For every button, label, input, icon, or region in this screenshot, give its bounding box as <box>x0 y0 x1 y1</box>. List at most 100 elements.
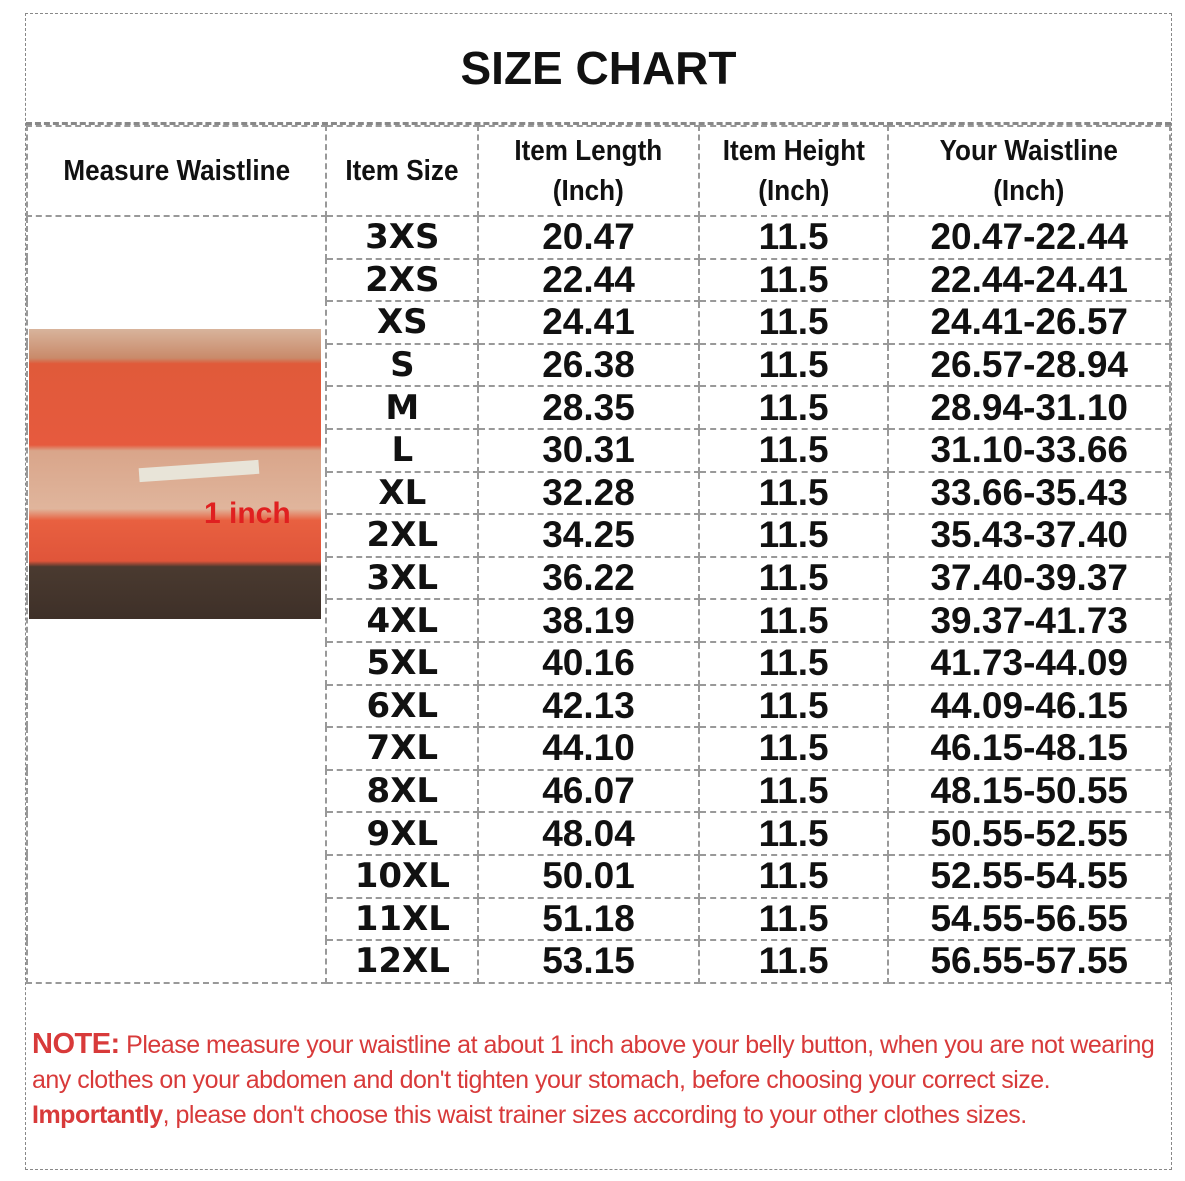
size-row: S 26.38 11.5 26.57-28.94 <box>27 342 1171 388</box>
cell-item-height: 11.5 <box>697 896 890 942</box>
size-row: 3XS 20.47 11.5 20.47-22.44 <box>25 215 1171 984</box>
cell-size: 2XS <box>325 257 480 303</box>
size-row: M 28.35 11.5 28.94-31.10 <box>27 385 1171 430</box>
cell-size: 12XL <box>325 939 480 984</box>
size-row: 10XL 50.01 11.5 52.55-54.55 <box>27 853 1171 899</box>
cell-your-waistline: 20.47-22.44 <box>887 215 1171 260</box>
cell-item-height: 11.5 <box>697 427 890 473</box>
cell-size: 10XL <box>325 853 480 899</box>
cell-item-length: 34.25 <box>477 513 700 558</box>
cell-item-height: 11.5 <box>697 811 890 856</box>
cell-item-length: 51.18 <box>477 896 700 942</box>
cell-size: M <box>325 385 480 430</box>
cell-size: 11XL <box>325 896 480 942</box>
size-row: 12XL 53.15 11.5 56.55-57.55 <box>27 939 1171 984</box>
photo-label: 1 inch <box>204 497 291 530</box>
cell-item-height: 11.5 <box>697 768 890 814</box>
cell-your-waistline: 37.40-39.37 <box>887 555 1171 601</box>
cell-item-height: 11.5 <box>697 853 890 899</box>
cell-item-length: 28.35 <box>477 385 700 430</box>
cell-your-waistline: 56.55-57.55 <box>887 939 1171 984</box>
cell-item-height: 11.5 <box>697 342 890 388</box>
cell-item-height: 11.5 <box>697 598 890 643</box>
cell-item-height: 11.5 <box>697 726 890 771</box>
size-row: 6XL 42.13 11.5 44.09-46.15 <box>27 683 1171 729</box>
note-text-end: , please don't choose this waist trainer… <box>162 1101 1028 1129</box>
cell-size: S <box>325 342 480 388</box>
cell-item-length: 24.41 <box>477 300 700 345</box>
note-bold: Importantly <box>32 1101 163 1129</box>
cell-item-length: 48.04 <box>477 811 700 856</box>
cell-your-waistline: 50.55-52.55 <box>887 811 1171 856</box>
header-measure-waistline: Measure Waistline <box>41 125 313 217</box>
cell-item-length: 42.13 <box>477 683 700 729</box>
cell-item-height: 11.5 <box>697 640 890 686</box>
cell-your-waistline: 41.73-44.09 <box>887 640 1171 686</box>
cell-your-waistline: 52.55-54.55 <box>887 853 1171 899</box>
cell-item-length: 44.10 <box>477 726 700 771</box>
cell-item-height: 11.5 <box>697 513 890 558</box>
size-row: 2XL 34.25 11.5 35.43-37.40 <box>27 513 1171 558</box>
cell-item-height: 11.5 <box>697 555 890 601</box>
cell-item-height: 11.5 <box>697 470 890 516</box>
size-row: 9XL 48.04 11.5 50.55-52.55 <box>27 811 1171 856</box>
cell-item-length: 40.16 <box>477 640 700 686</box>
cell-your-waistline: 48.15-50.55 <box>887 768 1171 814</box>
cell-size: XL <box>325 470 480 516</box>
cell-item-height: 11.5 <box>697 385 890 430</box>
cell-size: XS <box>325 300 480 345</box>
cell-item-height: 11.5 <box>697 300 890 345</box>
cell-size: L <box>325 427 480 473</box>
cell-item-length: 22.44 <box>477 257 700 303</box>
size-row: XS 24.41 11.5 24.41-26.57 <box>27 300 1171 345</box>
cell-item-length: 20.47 <box>477 215 700 260</box>
cell-item-height: 11.5 <box>697 215 890 260</box>
cell-your-waistline: 24.41-26.57 <box>887 300 1171 345</box>
cell-item-length: 50.01 <box>477 853 700 899</box>
cell-item-length: 38.19 <box>477 598 700 643</box>
cell-item-height: 11.5 <box>697 683 890 729</box>
cell-your-waistline: 35.43-37.40 <box>887 513 1171 558</box>
cell-your-waistline: 26.57-28.94 <box>887 342 1171 388</box>
cell-size: 3XS <box>325 215 480 260</box>
cell-size: 6XL <box>325 683 480 729</box>
cell-item-height: 11.5 <box>697 939 890 984</box>
cell-your-waistline: 33.66-35.43 <box>887 470 1171 516</box>
cell-item-length: 26.38 <box>477 342 700 388</box>
cell-size: 8XL <box>325 768 480 814</box>
header-item-height: Item Height (Inch) <box>707 125 880 217</box>
cell-item-length: 53.15 <box>477 939 700 984</box>
cell-size: 5XL <box>325 640 480 686</box>
cell-your-waistline: 39.37-41.73 <box>887 598 1171 643</box>
cell-your-waistline: 31.10-33.66 <box>887 427 1171 473</box>
chart-title: SIZE CHART <box>26 14 1171 125</box>
size-row: 11XL 51.18 11.5 54.55-56.55 <box>27 896 1171 942</box>
header-your-waistline: Your Waistline (Inch) <box>901 125 1157 217</box>
size-row: XL 32.28 11.5 33.66-35.43 <box>27 470 1171 516</box>
size-row: 7XL 44.10 11.5 46.15-48.15 <box>27 726 1171 771</box>
cell-item-length: 32.28 <box>477 470 700 516</box>
size-table: Measure Waistline Item Size Item Length … <box>25 125 1171 984</box>
size-chart: SIZE CHART Measure Waistline Item Size I… <box>25 13 1172 1170</box>
cell-your-waistline: 54.55-56.55 <box>887 896 1171 942</box>
size-row: L 30.31 11.5 31.10-33.66 <box>27 427 1171 473</box>
cell-size: 7XL <box>325 726 480 771</box>
cell-size: 3XL <box>325 555 480 601</box>
note: NOTE: Please measure your waistline at a… <box>26 1021 1171 1139</box>
measure-waist-photo: 1 inch <box>29 329 321 619</box>
size-row: 2XS 22.44 11.5 22.44-24.41 <box>27 257 1171 303</box>
cell-your-waistline: 46.15-48.15 <box>887 726 1171 771</box>
cell-size: 9XL <box>325 811 480 856</box>
cell-your-waistline: 28.94-31.10 <box>887 385 1171 430</box>
header-item-length: Item Length (Inch) <box>488 125 689 217</box>
header-item-size: Item Size <box>333 125 472 217</box>
cell-your-waistline: 44.09-46.15 <box>887 683 1171 729</box>
note-text: Please measure your waistline at about 1… <box>32 1031 1155 1094</box>
header-row: Measure Waistline Item Size Item Length … <box>27 125 1170 217</box>
cell-item-length: 30.31 <box>477 427 700 473</box>
measuring-tape <box>138 459 260 483</box>
cell-size: 4XL <box>325 598 480 643</box>
cell-item-length: 46.07 <box>477 768 700 814</box>
cell-item-height: 11.5 <box>697 257 890 303</box>
note-label: NOTE: <box>32 1028 120 1060</box>
